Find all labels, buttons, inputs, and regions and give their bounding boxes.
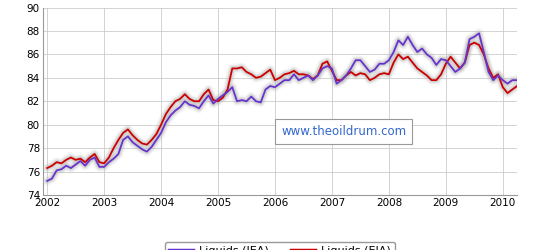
Liquids (EIA) xyxy=(177,98,183,100)
Liquids (IEA) xyxy=(101,165,107,168)
Liquids (IEA) xyxy=(429,56,435,59)
Liquids (IEA) xyxy=(286,79,293,82)
Liquids (EIA) xyxy=(286,72,293,74)
Liquids (IEA) xyxy=(400,44,406,46)
Line: Liquids (EIA): Liquids (EIA) xyxy=(47,43,533,168)
Line: Liquids (IEA): Liquids (IEA) xyxy=(47,33,533,181)
Text: www.theoildrum.com: www.theoildrum.com xyxy=(281,125,407,138)
Legend: Liquids (IEA), Liquids (EIA): Liquids (IEA), Liquids (EIA) xyxy=(165,242,395,250)
Liquids (EIA) xyxy=(44,166,51,170)
Liquids (EIA) xyxy=(400,58,406,60)
Liquids (EIA) xyxy=(429,79,435,82)
Liquids (IEA) xyxy=(44,180,51,182)
Liquids (IEA) xyxy=(177,106,183,108)
Liquids (IEA) xyxy=(476,32,482,35)
Liquids (EIA) xyxy=(101,162,107,165)
Liquids (EIA) xyxy=(471,41,478,44)
